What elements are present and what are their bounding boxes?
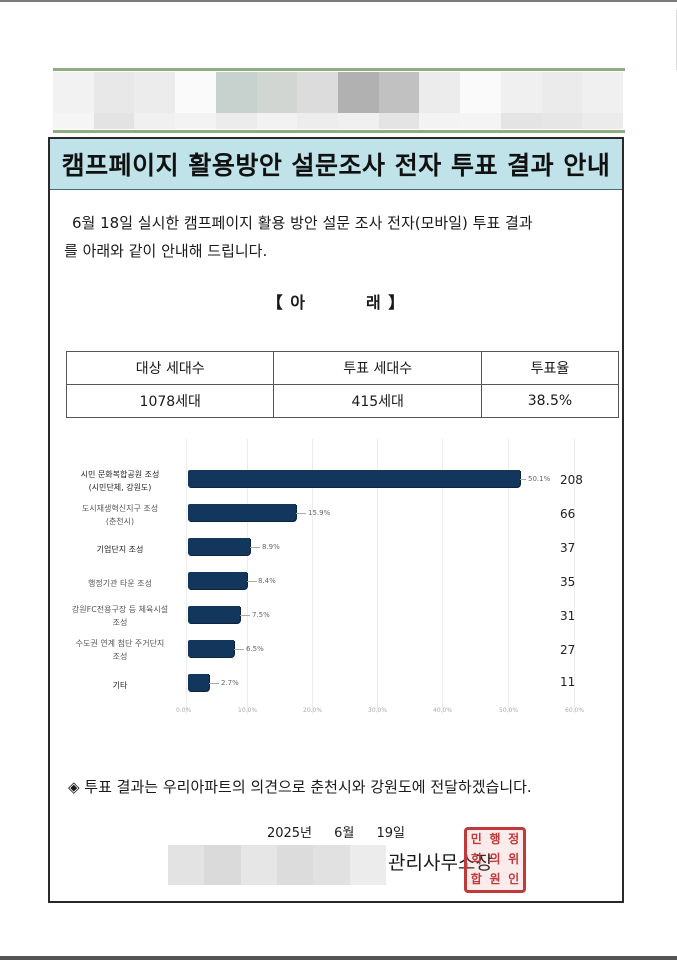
x-axis-tick: 50.0% [499,707,519,714]
percent-label: 2.7% [221,679,239,687]
gridline [186,439,187,714]
category-label: 기타 [56,679,184,692]
document-title: 캠프페이지 활용방안 설문조사 전자 투표 결과 안내 [61,151,611,180]
category-label-line: 조성 [112,652,128,661]
header-voted-households: 투표 세대수 [273,351,482,385]
seal-char: 원 [489,872,501,886]
count-label: 11 [560,675,576,689]
intro-paragraph: 6월 18일 실시한 캠프페이지 활용 방안 설문 조사 전자(모바일) 투표 … [64,209,614,265]
header-turnout: 투표율 [480,351,620,385]
notice-heading: 【 아 래 】 [50,289,622,313]
category-label-line: 기업단지 조성 [96,545,144,554]
leader-line [234,649,244,650]
seal-char: 정 [508,832,520,846]
leader-line [520,479,526,480]
title-banner: 캠프페이지 활용방안 설문조사 전자 투표 결과 안내 [50,139,622,190]
seal-char: 위 [508,852,520,866]
percent-label: 50.1% [528,475,551,483]
x-axis-tick: 20.0% [303,707,323,714]
bar [188,606,240,623]
gridline [247,439,248,714]
voted-households-value: 415세대 [273,384,482,418]
redacted-header [53,72,624,129]
category-label-line: (시민단체, 강원도) [88,483,152,492]
percent-label: 8.9% [262,543,280,551]
category-label: 수도권 연계 첨단 주거단지 조성 [56,637,184,663]
category-label: 기업단지 조성 [56,543,184,556]
issue-date: 2025년 6월 19일 [266,826,406,841]
bar [188,572,247,589]
notice-heading-left: 【 아 [266,293,306,312]
category-label-line: 조성 [112,618,128,627]
category-label-line: 수도권 연계 첨단 주거단지 [75,639,165,648]
official-seal-stamp: 민 행 정 회 의 위 합 원 인 [464,827,526,893]
closing-statement: ◈ 투표 결과는 우리아파트의 의견으로 춘천시와 강원도에 전달하겠습니다. [68,778,532,796]
seal-char: 합 [470,872,482,886]
page-top-border [0,0,677,2]
gridline [312,439,313,714]
gridline [442,439,443,714]
table-header-row: 대상 세대수 투표 세대수 투표율 [65,351,620,385]
seal-char: 민 [470,832,482,846]
category-label: 행정기관 타운 조성 [56,577,184,590]
x-axis-tick: 30.0% [368,707,388,714]
bar [188,470,520,487]
leader-line [209,683,219,684]
redacted-apartment-name [168,845,386,885]
bar [188,538,250,555]
target-households-value: 1078세대 [65,384,275,418]
results-bar-chart: 시민 문화복합공원 조성 (시민단체, 강원도) 50.1% 208 도시재생혁… [50,439,622,729]
page-bottom-border [0,956,677,960]
leader-line [296,513,306,514]
category-label-line: 시민 문화복합공원 조성 [80,470,160,479]
vote-stats-table: 대상 세대수 투표 세대수 투표율 1078세대 415세대 38.5% [65,351,620,418]
count-label: 208 [560,473,583,487]
gridline [508,439,509,714]
category-label: 시민 문화복합공원 조성 (시민단체, 강원도) [56,468,184,494]
turnout-value: 38.5% [480,384,620,418]
category-label-line: 도시재생혁신지구 조성 [81,504,159,513]
header-rule-top [53,68,625,71]
category-label-line: (춘천시) [105,517,135,526]
bar [188,674,209,691]
x-axis-tick: 10.0% [238,707,258,714]
category-label-line: 행정기관 타운 조성 [88,579,152,588]
count-label: 37 [560,541,576,555]
count-label: 31 [560,609,576,623]
bar [188,640,234,657]
percent-label: 8.4% [258,577,276,585]
category-label: 강원FC전용구장 등 체육시설 조성 [56,603,184,629]
seal-char: 행 [489,832,501,846]
intro-line-2: 를 아래와 같이 안내해 드립니다. [64,242,268,260]
gridline [574,439,575,714]
header-target-households: 대상 세대수 [65,351,275,385]
seal-char: 인 [508,872,520,886]
notice-heading-right: 래 】 [366,293,406,312]
header-rule-bottom [53,130,625,133]
category-label-line: 강원FC전용구장 등 체육시설 [71,605,169,614]
count-label: 66 [560,507,576,521]
seal-char: 회 [470,852,482,866]
bar [188,504,296,521]
table-row: 1078세대 415세대 38.5% [65,384,620,418]
count-label: 35 [560,575,576,589]
x-axis-tick: 0.0% [176,707,192,714]
leader-line [250,547,260,548]
notice-frame: 캠프페이지 활용방안 설문조사 전자 투표 결과 안내 6월 18일 실시한 캠… [48,137,624,903]
x-axis-tick: 60.0% [565,707,585,714]
intro-line-1: 6월 18일 실시한 캠프페이지 활용 방안 설문 조사 전자(모바일) 투표 … [72,214,533,232]
leader-line [247,581,257,582]
leader-line [240,615,250,616]
category-label: 도시재생혁신지구 조성 (춘천시) [56,502,184,528]
percent-label: 6.5% [246,645,264,653]
percent-label: 15.9% [308,509,331,517]
percent-label: 7.5% [252,611,270,619]
x-axis-tick: 40.0% [433,707,453,714]
category-label-line: 기타 [112,681,128,690]
seal-char: 의 [489,852,501,866]
gridline [377,439,378,714]
count-label: 27 [560,643,576,657]
